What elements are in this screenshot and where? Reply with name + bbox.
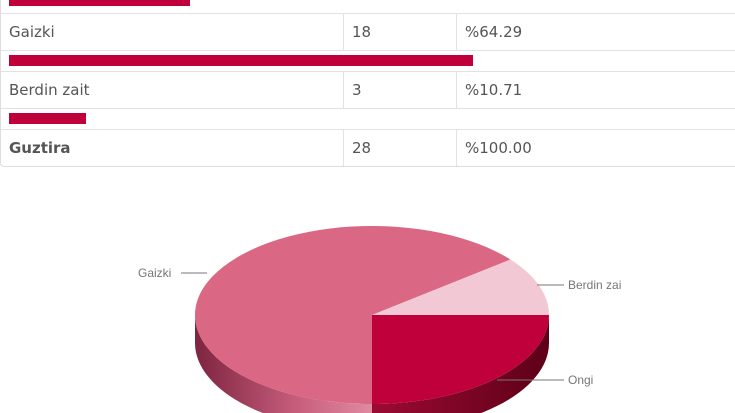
total-label: Guztira: [1, 130, 344, 166]
pie-slice-gaizki[interactable]: [195, 225, 511, 404]
pie-slice-ongi[interactable]: [372, 315, 549, 404]
answer-count: 3: [344, 72, 457, 108]
answer-percent: %10.71: [465, 81, 523, 99]
pie-label: Ongi: [568, 373, 593, 387]
result-bar: [9, 113, 87, 124]
result-bar: [9, 55, 474, 66]
result-bar: [9, 0, 190, 6]
pie-label: Berdin zai: [568, 278, 621, 292]
total-row: Guztira 28 %100.00: [1, 129, 735, 166]
answer-label: Berdin zait: [1, 72, 344, 108]
total-percent: %100.00: [465, 139, 532, 157]
answer-percent: %64.29: [465, 23, 523, 41]
results-table: Gaizki 18 %64.29 Berdin zait 3 %10.71 Gu…: [0, 0, 735, 167]
pie-label: Gaizki: [138, 266, 171, 280]
table-row: Berdin zait 3 %10.71: [1, 71, 735, 108]
answer-count: 18: [344, 14, 457, 50]
pie-side-gaizki: [195, 315, 372, 413]
total-count: 28: [344, 130, 457, 166]
bar-row-ongi: [1, 0, 735, 13]
bar-row: [1, 108, 735, 129]
pie-side-ongi: [372, 315, 549, 413]
pie-slice-berdin-zai[interactable]: [372, 259, 549, 315]
table-row: Gaizki 18 %64.29: [1, 13, 735, 50]
answer-label: Gaizki: [1, 14, 344, 50]
bar-row: [1, 50, 735, 71]
